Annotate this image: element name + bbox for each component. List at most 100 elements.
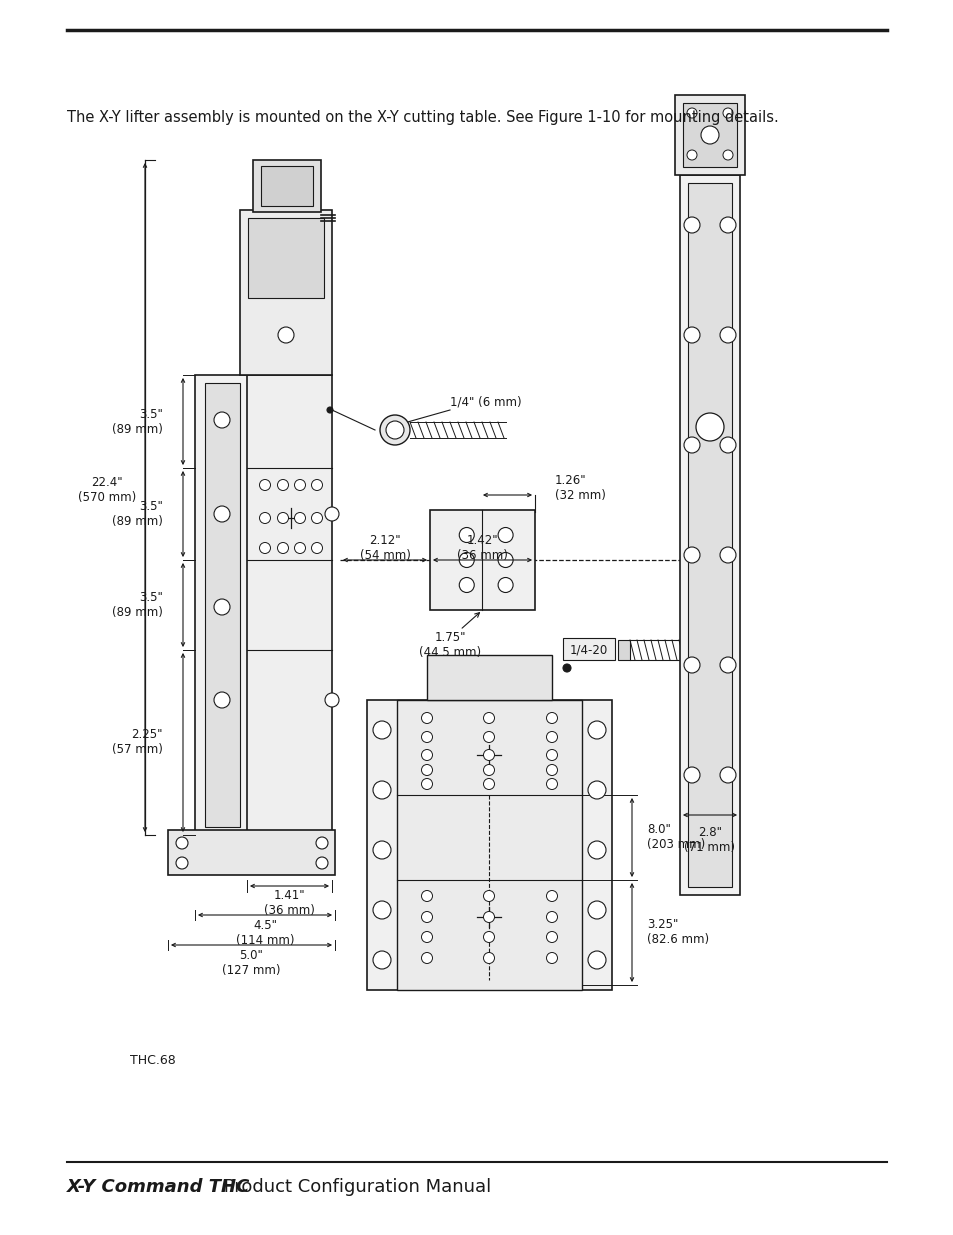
- Circle shape: [720, 547, 735, 563]
- Bar: [205, 383, 240, 827]
- Circle shape: [421, 931, 432, 942]
- Circle shape: [497, 578, 513, 593]
- Circle shape: [213, 599, 230, 615]
- Circle shape: [483, 713, 494, 724]
- Circle shape: [546, 713, 557, 724]
- Text: 8.0"
(203 mm): 8.0" (203 mm): [646, 823, 704, 851]
- Circle shape: [686, 149, 697, 161]
- Circle shape: [259, 513, 271, 524]
- Circle shape: [325, 508, 338, 521]
- Circle shape: [294, 479, 305, 490]
- Bar: [562, 638, 615, 659]
- Text: 1.42"
(36 mm): 1.42" (36 mm): [456, 534, 507, 562]
- Text: 1.41"
(36 mm): 1.41" (36 mm): [263, 889, 314, 918]
- Circle shape: [546, 750, 557, 761]
- Circle shape: [720, 437, 735, 453]
- Circle shape: [483, 890, 494, 902]
- Circle shape: [213, 506, 230, 522]
- Bar: [679, 175, 740, 895]
- Circle shape: [587, 951, 605, 969]
- Circle shape: [587, 902, 605, 919]
- Circle shape: [720, 327, 735, 343]
- Circle shape: [546, 764, 557, 776]
- Circle shape: [483, 731, 494, 742]
- Circle shape: [421, 764, 432, 776]
- Circle shape: [259, 479, 271, 490]
- Text: THC.68: THC.68: [130, 1053, 175, 1067]
- Circle shape: [312, 513, 322, 524]
- Text: 1/4" (6 mm): 1/4" (6 mm): [450, 395, 521, 409]
- Circle shape: [213, 412, 230, 429]
- Circle shape: [458, 527, 474, 542]
- Bar: [261, 165, 313, 206]
- Circle shape: [213, 692, 230, 708]
- Circle shape: [421, 911, 432, 923]
- Text: 2.12"
(54 mm): 2.12" (54 mm): [359, 534, 410, 562]
- Circle shape: [312, 479, 322, 490]
- Circle shape: [700, 126, 719, 144]
- Circle shape: [587, 721, 605, 739]
- Circle shape: [497, 552, 513, 568]
- Text: 1/4-20: 1/4-20: [569, 643, 607, 657]
- Circle shape: [546, 911, 557, 923]
- Circle shape: [683, 217, 700, 233]
- Circle shape: [315, 857, 328, 869]
- Circle shape: [277, 542, 288, 553]
- Circle shape: [379, 415, 410, 445]
- Text: 22.4"
(570 mm): 22.4" (570 mm): [78, 475, 136, 504]
- Bar: [240, 210, 332, 375]
- Circle shape: [720, 217, 735, 233]
- Circle shape: [722, 107, 732, 119]
- Bar: [396, 700, 581, 990]
- Circle shape: [497, 527, 513, 542]
- Text: 2.25"
(57 mm): 2.25" (57 mm): [112, 727, 163, 756]
- Bar: [682, 103, 737, 167]
- Text: 4.5"
(114 mm): 4.5" (114 mm): [235, 919, 294, 947]
- Circle shape: [373, 841, 391, 860]
- Circle shape: [483, 952, 494, 963]
- Circle shape: [277, 513, 288, 524]
- Circle shape: [386, 421, 403, 438]
- Circle shape: [587, 841, 605, 860]
- Bar: [675, 95, 744, 175]
- Circle shape: [546, 778, 557, 789]
- Bar: [687, 183, 731, 887]
- Circle shape: [421, 713, 432, 724]
- Circle shape: [277, 327, 294, 343]
- Text: 5.0"
(127 mm): 5.0" (127 mm): [221, 948, 280, 977]
- Circle shape: [458, 578, 474, 593]
- Circle shape: [312, 542, 322, 553]
- Circle shape: [373, 951, 391, 969]
- Circle shape: [373, 781, 391, 799]
- Text: 2.8"
(71 mm): 2.8" (71 mm): [684, 826, 735, 853]
- Circle shape: [546, 931, 557, 942]
- Bar: [253, 161, 320, 212]
- Circle shape: [421, 952, 432, 963]
- Circle shape: [683, 327, 700, 343]
- Text: Product Configuration Manual: Product Configuration Manual: [218, 1178, 491, 1195]
- Circle shape: [683, 547, 700, 563]
- Circle shape: [373, 721, 391, 739]
- Circle shape: [483, 911, 494, 923]
- Circle shape: [683, 767, 700, 783]
- Circle shape: [277, 479, 288, 490]
- Circle shape: [483, 931, 494, 942]
- Circle shape: [294, 542, 305, 553]
- Circle shape: [259, 542, 271, 553]
- Bar: [194, 375, 250, 835]
- Circle shape: [175, 857, 188, 869]
- Circle shape: [546, 890, 557, 902]
- Circle shape: [327, 408, 333, 412]
- Circle shape: [720, 657, 735, 673]
- Text: 3.5"
(89 mm): 3.5" (89 mm): [112, 592, 163, 619]
- Circle shape: [720, 767, 735, 783]
- Bar: [430, 510, 535, 610]
- Circle shape: [683, 437, 700, 453]
- Circle shape: [325, 693, 338, 706]
- Circle shape: [421, 731, 432, 742]
- Circle shape: [562, 664, 571, 672]
- Circle shape: [315, 837, 328, 848]
- Circle shape: [421, 778, 432, 789]
- Circle shape: [483, 764, 494, 776]
- Bar: [367, 700, 612, 990]
